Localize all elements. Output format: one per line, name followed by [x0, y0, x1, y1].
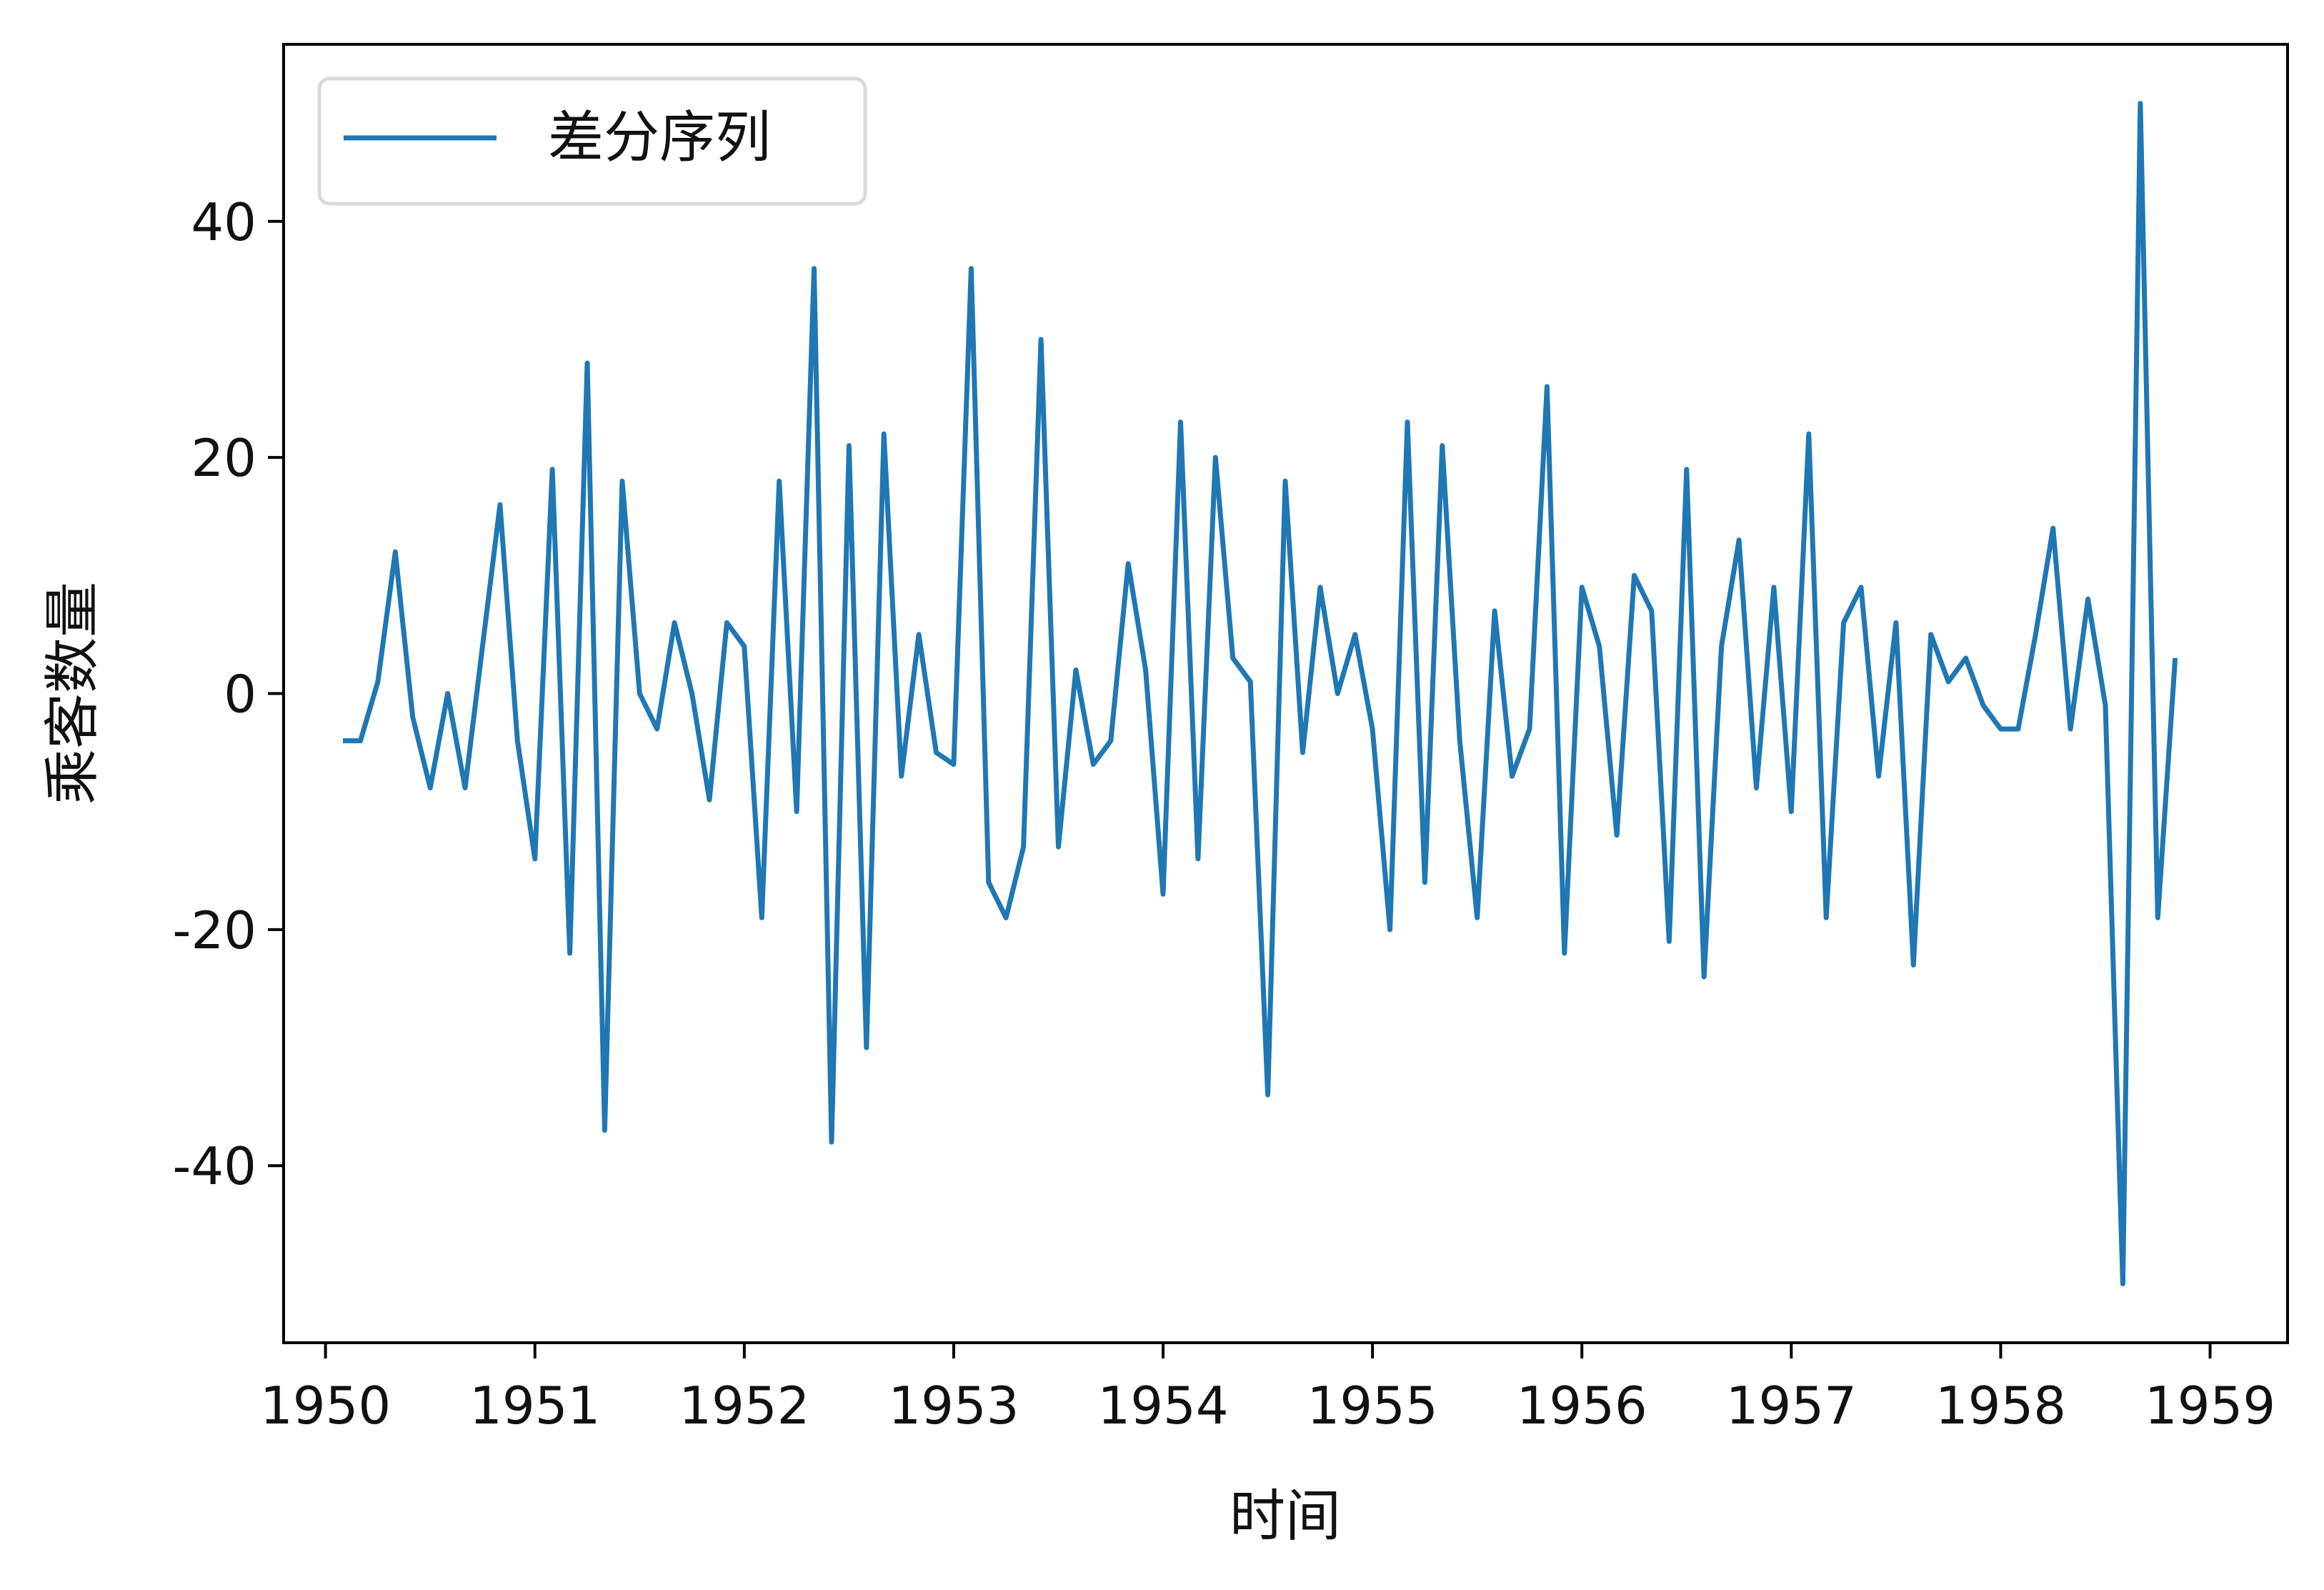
legend: 差分序列 — [317, 76, 867, 206]
series-layer — [343, 101, 2178, 1286]
x-tick-label: 1958 — [1935, 1376, 2066, 1436]
x-tick-label: 1953 — [888, 1376, 1019, 1436]
y-tick-label: 20 — [191, 428, 256, 488]
x-tick-label: 1952 — [679, 1376, 809, 1436]
x-tick-label: 1954 — [1097, 1376, 1228, 1436]
x-tick-label: 1955 — [1307, 1376, 1438, 1436]
y-tick-label: -40 — [172, 1136, 256, 1196]
plot-area — [282, 43, 2289, 1344]
x-axis: 1950 1951 1952 1953 1954 1955 1956 1957 1958 1959 — [260, 1343, 2275, 1436]
x-axis-title: 时间 — [1230, 1484, 1341, 1549]
y-tick-label: 40 — [191, 192, 256, 252]
x-tick-label: 1957 — [1726, 1376, 1857, 1436]
plot-frame — [282, 43, 2289, 1344]
legend-label: 差分序列 — [548, 106, 771, 170]
y-axis: -40 -20 0 20 40 — [172, 192, 284, 1196]
x-tick-label: 1950 — [260, 1376, 391, 1436]
series-line-0 — [343, 101, 2178, 1286]
y-tick-label: -20 — [172, 900, 256, 960]
y-axis-title: 乘客数量 — [41, 582, 105, 805]
legend-box — [317, 76, 867, 206]
x-tick-label: 1959 — [2145, 1376, 2275, 1436]
y-tick-label: 0 — [224, 665, 256, 725]
x-tick-label: 1956 — [1517, 1376, 1647, 1436]
x-tick-label: 1951 — [469, 1376, 600, 1436]
